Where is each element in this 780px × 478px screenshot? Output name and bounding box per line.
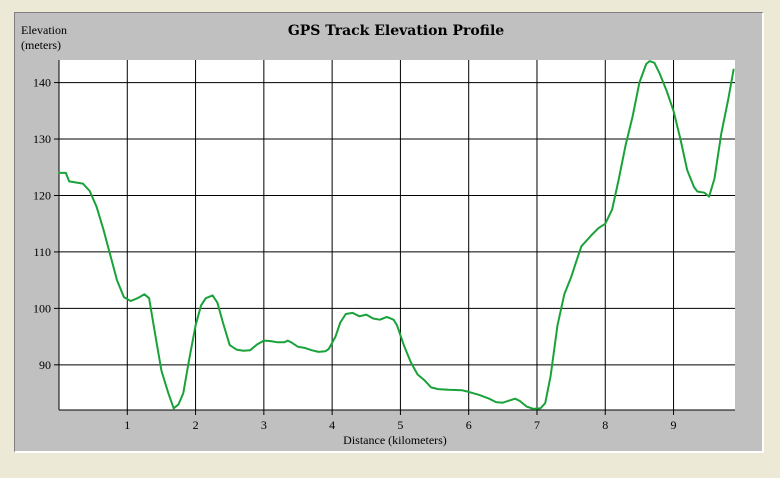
elevation-line (58, 60, 735, 410)
y-tick-labels: 90 100 110 120 130 140 (33, 76, 51, 372)
y-tick-label: 90 (39, 358, 51, 372)
y-tick-label: 140 (33, 76, 51, 90)
y-axis-label-line1: Elevation (21, 23, 67, 37)
x-tick-label: 9 (671, 418, 677, 432)
x-tick-label: 8 (602, 418, 608, 432)
x-axis-label: Distance (kilometers) (343, 433, 447, 447)
x-tick-label: 4 (329, 418, 335, 432)
series-layer (58, 60, 735, 410)
x-tick-label: 5 (397, 418, 403, 432)
y-tick-label: 110 (33, 245, 51, 259)
grid-lines (54, 60, 735, 415)
x-tick-label: 1 (124, 418, 130, 432)
y-tick-label: 100 (33, 301, 51, 315)
x-tick-label: 3 (261, 418, 267, 432)
y-axis-label-line2: (meters) (21, 38, 61, 52)
y-tick-label: 130 (33, 132, 51, 146)
chart-title: GPS Track Elevation Profile (288, 23, 504, 39)
y-tick-label: 120 (33, 188, 51, 202)
x-tick-labels: 1 2 3 4 5 6 7 8 9 (124, 418, 676, 432)
x-tick-label: 2 (193, 418, 199, 432)
x-tick-label: 7 (534, 418, 540, 432)
plot-area (59, 60, 735, 410)
x-tick-label: 6 (466, 418, 472, 432)
